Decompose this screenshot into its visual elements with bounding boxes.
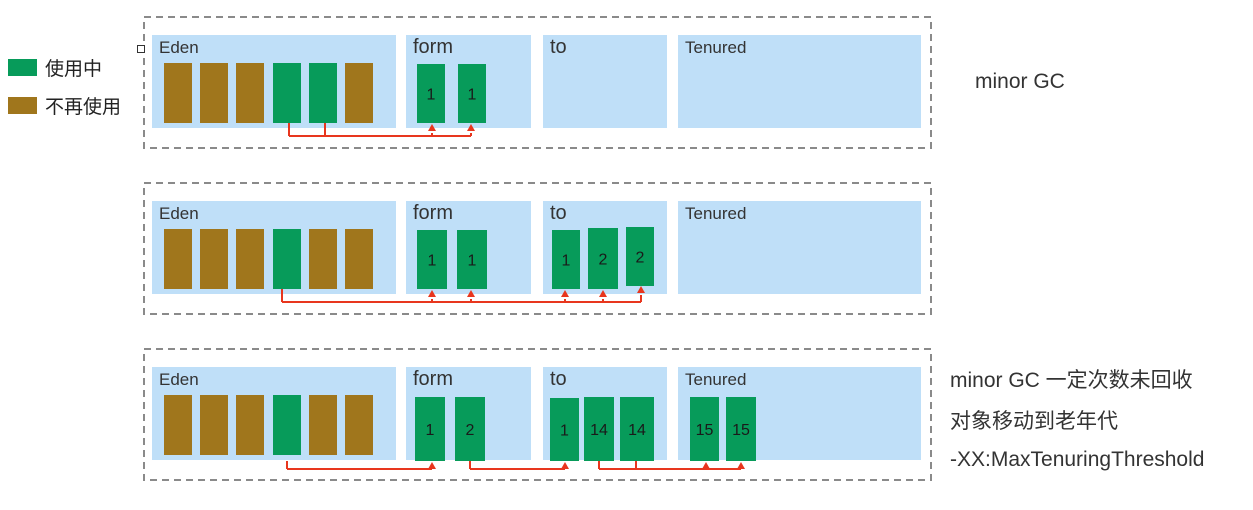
- to-block-age: 14: [590, 422, 608, 439]
- to-block-age: 14: [628, 422, 646, 439]
- form-block: [415, 397, 445, 461]
- tenured-block-age: 15: [732, 422, 750, 439]
- arrow-head: [428, 290, 436, 297]
- arrow-head: [599, 290, 607, 297]
- region-label-eden: Eden: [159, 38, 199, 57]
- to-block-age: 2: [636, 250, 645, 267]
- form-block-age: 1: [428, 253, 437, 270]
- tenured-block: [690, 397, 719, 461]
- to-block-age: 1: [560, 423, 569, 440]
- eden-block-unused: [200, 229, 228, 289]
- region-label-form: form: [413, 202, 453, 224]
- region-label-tenured: Tenured: [685, 370, 746, 389]
- eden-block-unused: [200, 395, 228, 455]
- legend-label-in-use: 使用中: [45, 58, 103, 80]
- legend-swatch-in-use: [8, 58, 37, 76]
- form-block-age: 1: [468, 87, 477, 104]
- note-threshold-line3: -XX:MaxTenuringThreshold: [950, 448, 1205, 471]
- to-block-age: 1: [562, 253, 571, 270]
- eden-block-in-use: [273, 395, 301, 455]
- region-label-tenured: Tenured: [685, 204, 746, 223]
- arrow-head: [702, 462, 710, 469]
- form-block-age: 1: [468, 253, 477, 270]
- eden-block-unused: [345, 395, 373, 455]
- region-label-form: form: [413, 36, 453, 58]
- eden-block-unused: [345, 229, 373, 289]
- arrow-head: [428, 462, 436, 469]
- note-threshold-line2: 对象移动到老年代: [950, 410, 1118, 433]
- generation-frame: [143, 182, 932, 315]
- eden-block-unused: [345, 63, 373, 123]
- eden-block-unused: [164, 63, 192, 123]
- eden-block-unused: [309, 229, 337, 289]
- region-label-to: to: [550, 202, 567, 224]
- eden-block-unused: [309, 395, 337, 455]
- arrow-head: [561, 462, 569, 469]
- legend: 使用中 不再使用: [8, 48, 121, 124]
- form-block-age: 1: [426, 422, 435, 439]
- eden-block-unused: [236, 395, 264, 455]
- legend-item-in-use: 使用中: [8, 48, 121, 86]
- legend-label-unused: 不再使用: [45, 96, 122, 118]
- region-label-to: to: [550, 36, 567, 58]
- to-block: [588, 228, 618, 289]
- form-block: [455, 397, 485, 461]
- eden-block-unused: [236, 229, 264, 289]
- region-to: [543, 35, 667, 128]
- to-block: [620, 397, 654, 461]
- arrow-head: [428, 124, 436, 131]
- region-tenured: [678, 201, 921, 294]
- eden-block-in-use: [309, 63, 337, 123]
- to-block: [552, 230, 580, 289]
- to-block-age: 2: [599, 252, 608, 269]
- form-block: [458, 64, 486, 123]
- arrow-head: [637, 286, 645, 293]
- eden-block-unused: [200, 63, 228, 123]
- eden-block-unused: [236, 63, 264, 123]
- region-label-to: to: [550, 368, 567, 390]
- generation-frame: [143, 16, 932, 149]
- region-label-eden: Eden: [159, 370, 199, 389]
- arrow-head: [561, 290, 569, 297]
- region-tenured: [678, 35, 921, 128]
- tenured-block: [726, 397, 756, 461]
- arrow-head: [467, 124, 475, 131]
- eden-block-in-use: [273, 229, 301, 289]
- eden-block-unused: [164, 395, 192, 455]
- region-label-eden: Eden: [159, 204, 199, 223]
- marker-square: [137, 45, 145, 53]
- to-block: [584, 397, 614, 461]
- legend-swatch-unused: [8, 96, 37, 114]
- note-threshold-line1: minor GC 一定次数未回收: [950, 369, 1193, 392]
- note-minor-gc: minor GC: [975, 70, 1065, 93]
- arrow-head: [737, 462, 745, 469]
- form-block: [457, 230, 487, 289]
- to-block: [550, 398, 579, 461]
- tenured-block-age: 15: [696, 422, 714, 439]
- form-block: [417, 64, 445, 123]
- form-block-age: 1: [427, 87, 436, 104]
- generation-frame: [143, 348, 932, 481]
- arrow-head: [467, 290, 475, 297]
- eden-block-unused: [164, 229, 192, 289]
- legend-item-unused: 不再使用: [8, 86, 121, 124]
- region-label-form: form: [413, 368, 453, 390]
- eden-block-in-use: [273, 63, 301, 123]
- region-label-tenured: Tenured: [685, 38, 746, 57]
- to-block: [626, 227, 654, 286]
- form-block: [417, 230, 447, 289]
- form-block-age: 2: [466, 422, 475, 439]
